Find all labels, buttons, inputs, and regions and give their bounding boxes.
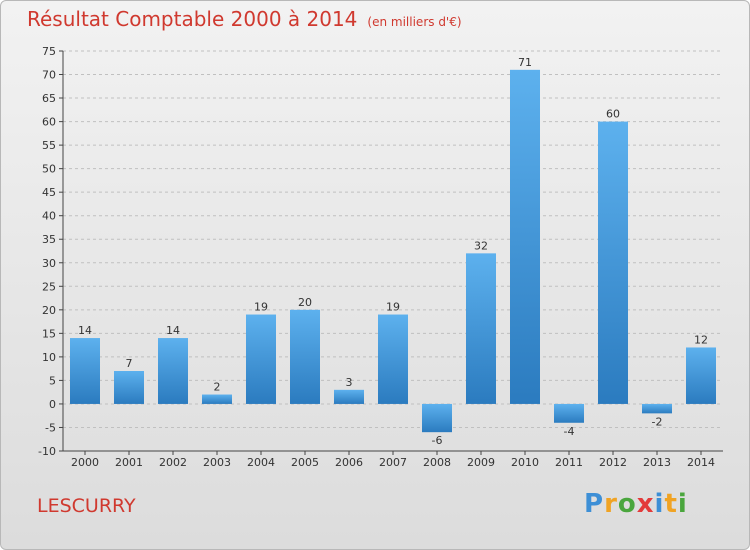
bar	[378, 314, 408, 404]
data-label: 14	[78, 324, 92, 337]
y-tick-label: 40	[42, 210, 56, 223]
x-tick-label: 2004	[247, 456, 275, 469]
x-tick-label: 2007	[379, 456, 407, 469]
y-tick-label: 70	[42, 69, 56, 82]
x-tick-label: 2003	[203, 456, 231, 469]
data-label: 71	[518, 56, 532, 69]
y-tick-label: 65	[42, 92, 56, 105]
bar	[290, 309, 320, 404]
y-tick-label: -5	[45, 421, 56, 434]
data-label: -6	[432, 434, 443, 447]
x-tick-label: 2000	[71, 456, 99, 469]
bar	[158, 338, 188, 404]
data-label: 2	[214, 381, 221, 394]
data-label: 20	[298, 296, 312, 309]
logo-letter: r	[604, 489, 618, 519]
data-label: 3	[346, 376, 353, 389]
y-tick-label: 55	[42, 139, 56, 152]
x-tick-label: 2009	[467, 456, 495, 469]
data-label: -2	[652, 415, 663, 428]
chart-title: Résultat Comptable 2000 à 2014 (en millie…	[27, 7, 462, 31]
x-tick-label: 2012	[599, 456, 627, 469]
logo-letter: i	[654, 489, 665, 519]
bar	[466, 253, 496, 404]
data-label: -4	[564, 425, 575, 438]
y-tick-label: 0	[49, 398, 56, 411]
x-tick-label: 2002	[159, 456, 187, 469]
y-tick-label: 20	[42, 304, 56, 317]
y-tick-label: -10	[38, 445, 56, 458]
logo-letter: i	[677, 489, 688, 519]
data-label: 19	[386, 301, 400, 314]
logo-letter: o	[617, 489, 637, 519]
x-tick-label: 2006	[335, 456, 363, 469]
y-tick-label: 60	[42, 116, 56, 129]
y-tick-label: 15	[42, 327, 56, 340]
logo-letter: P	[584, 489, 605, 519]
y-tick-label: 75	[42, 45, 56, 58]
y-tick-label: 35	[42, 233, 56, 246]
x-tick-label: 2011	[555, 456, 583, 469]
bar	[510, 69, 540, 404]
bar	[334, 389, 364, 404]
bar	[202, 394, 232, 404]
x-tick-label: 2014	[687, 456, 715, 469]
x-tick-label: 2005	[291, 456, 319, 469]
y-tick-label: 25	[42, 280, 56, 293]
bar	[422, 403, 452, 433]
data-label: 7	[126, 357, 133, 370]
bar	[246, 314, 276, 404]
x-tick-label: 2013	[643, 456, 671, 469]
data-label: 14	[166, 324, 180, 337]
x-tick-label: 2001	[115, 456, 143, 469]
y-tick-label: 30	[42, 257, 56, 270]
data-label: 60	[606, 108, 620, 121]
bar	[686, 347, 716, 404]
commune-name: LESCURRY	[37, 495, 136, 517]
bar	[642, 403, 672, 414]
y-tick-label: 10	[42, 351, 56, 364]
logo-letter: t	[664, 489, 678, 519]
y-tick-label: 5	[49, 374, 56, 387]
y-tick-label: 45	[42, 186, 56, 199]
logo-letter: x	[636, 489, 655, 519]
data-label: 19	[254, 301, 268, 314]
data-label: 12	[694, 333, 708, 346]
bar	[70, 338, 100, 404]
y-tick-label: 50	[42, 163, 56, 176]
chart-subtitle: (en milliers d'€)	[367, 15, 462, 29]
x-tick-label: 2008	[423, 456, 451, 469]
bar	[554, 403, 584, 423]
bar	[598, 121, 628, 404]
data-label: 32	[474, 239, 488, 252]
bar	[114, 371, 144, 404]
chart-title-main: Résultat Comptable 2000 à 2014	[27, 7, 358, 31]
proxiti-logo: Proxiti	[584, 489, 688, 519]
x-tick-label: 2010	[511, 456, 539, 469]
